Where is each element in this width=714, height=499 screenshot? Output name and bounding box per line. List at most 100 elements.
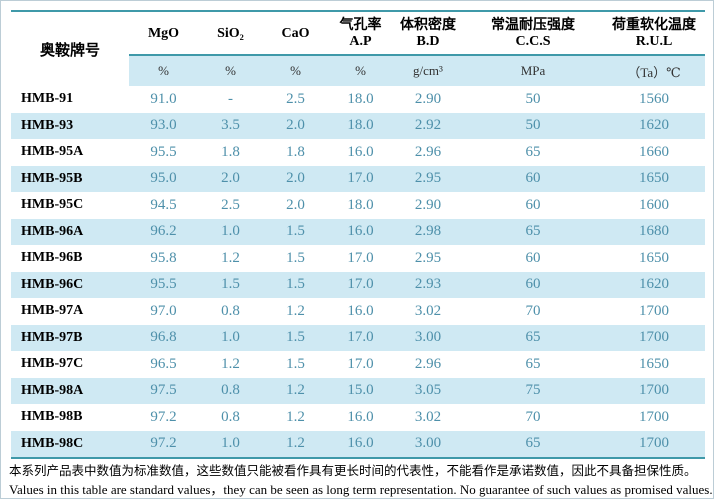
- value-cell: 96.2: [150, 223, 177, 240]
- table-row: HMB-91 91.0 - 2.5 18.0 2.90 50 1560: [11, 86, 705, 113]
- value-cell: 1560: [639, 90, 669, 107]
- value-cell: 65: [525, 223, 541, 240]
- value-cell: 1.2: [286, 408, 305, 425]
- value-cell: 16.0: [347, 302, 374, 319]
- col-header-sio2-label: SiO₂: [217, 25, 244, 41]
- value-cell: 1700: [639, 435, 669, 452]
- value-cell: 1.5: [286, 276, 305, 293]
- value-cell: 97.2: [150, 408, 177, 425]
- brand-cell: HMB-98B: [21, 409, 83, 425]
- value-cell: 97.0: [150, 302, 177, 319]
- table-row: HMB-95B 95.0 2.0 2.0 17.0 2.95 60 1650: [11, 165, 705, 192]
- unit-mgo: %: [129, 54, 198, 86]
- brand-cell: HMB-98A: [21, 382, 84, 398]
- brand-cell: HMB-96A: [21, 223, 84, 239]
- col-header-bd-zh: 体积密度: [400, 16, 456, 32]
- value-cell: 2.0: [286, 170, 305, 187]
- value-cell: 1620: [639, 276, 669, 293]
- value-cell: 17.0: [347, 276, 374, 293]
- col-header-rul: 荷重软化温度 R.U.L: [603, 11, 705, 55]
- value-cell: 1.5: [286, 329, 305, 346]
- value-cell: 16.0: [347, 408, 374, 425]
- col-header-rul-abbr: R.U.L: [635, 34, 673, 49]
- value-cell: 2.92: [414, 117, 442, 134]
- table-row: HMB-98A 97.5 0.8 1.2 15.0 3.05 75 1700: [11, 377, 705, 404]
- brand-cell: HMB-95A: [21, 144, 84, 160]
- brand-cell: HMB-93: [21, 117, 74, 133]
- value-cell: 65: [525, 329, 541, 346]
- value-cell: 3.00: [414, 435, 442, 452]
- value-cell: 95.5: [150, 143, 177, 160]
- value-cell: 1620: [639, 117, 669, 134]
- value-cell: 17.0: [347, 329, 374, 346]
- value-cell: 16.0: [347, 435, 374, 452]
- value-cell: 3.02: [414, 408, 442, 425]
- value-cell: 1.2: [221, 249, 240, 266]
- value-cell: 60: [525, 276, 541, 293]
- value-cell: 2.90: [414, 196, 442, 213]
- value-cell: 65: [525, 143, 541, 160]
- value-cell: 15.0: [347, 382, 374, 399]
- table-row: HMB-96B 95.8 1.2 1.5 17.0 2.95 60 1650: [11, 245, 705, 272]
- value-cell: 1.2: [286, 435, 305, 452]
- value-cell: 1.2: [286, 382, 305, 399]
- value-cell: 1.0: [221, 223, 240, 240]
- table-row: HMB-95C 94.5 2.5 2.0 18.0 2.90 60 1600: [11, 192, 705, 219]
- value-cell: 60: [525, 196, 541, 213]
- value-cell: 2.0: [286, 196, 305, 213]
- value-cell: 16.0: [347, 223, 374, 240]
- value-cell: 18.0: [347, 196, 374, 213]
- table-row: HMB-97A 97.0 0.8 1.2 16.0 3.02 70 1700: [11, 298, 705, 325]
- value-cell: 60: [525, 249, 541, 266]
- brand-cell: HMB-95C: [21, 197, 84, 213]
- col-header-bd-abbr: B.D: [416, 34, 440, 49]
- value-cell: 1650: [639, 249, 669, 266]
- value-cell: 2.5: [286, 90, 305, 107]
- value-cell: 1.8: [221, 143, 240, 160]
- unit-sio2: %: [198, 54, 263, 86]
- brand-cell: HMB-97B: [21, 329, 83, 345]
- table-row: HMB-97B 96.8 1.0 1.5 17.0 3.00 65 1700: [11, 324, 705, 351]
- value-cell: 3.5: [221, 117, 240, 134]
- value-cell: 1.8: [286, 143, 305, 160]
- brand-cell: HMB-91: [21, 91, 74, 107]
- table-row: HMB-96A 96.2 1.0 1.5 16.0 2.98 65 1680: [11, 218, 705, 245]
- brand-cell: HMB-96C: [21, 276, 84, 292]
- value-cell: 1.0: [221, 435, 240, 452]
- value-cell: 70: [525, 408, 541, 425]
- value-cell: 1660: [639, 143, 669, 160]
- value-cell: 2.98: [414, 223, 442, 240]
- col-header-rul-zh: 荷重软化温度: [612, 16, 696, 32]
- col-header-ap: 气孔率 A.P: [328, 11, 393, 55]
- col-header-sio2: SiO₂: [198, 11, 263, 55]
- value-cell: 1.2: [286, 302, 305, 319]
- table-body: HMB-91 91.0 - 2.5 18.0 2.90 50 1560 HMB-93 93.0 3.…: [11, 86, 705, 458]
- col-header-ap-zh: 气孔率: [339, 16, 382, 32]
- col-header-mgo: MgO: [129, 11, 198, 55]
- value-cell: 1.5: [286, 355, 305, 372]
- col-header-ccs-zh: 常温耐压强度: [491, 16, 575, 32]
- value-cell: 18.0: [347, 117, 374, 134]
- value-cell: 0.8: [221, 302, 240, 319]
- value-cell: 1.5: [221, 276, 240, 293]
- brand-cell: HMB-95B: [21, 170, 83, 186]
- value-cell: 1680: [639, 223, 669, 240]
- value-cell: 1700: [639, 408, 669, 425]
- value-cell: 93.0: [150, 117, 177, 134]
- unit-cao: %: [263, 54, 328, 86]
- value-cell: 97.5: [150, 382, 177, 399]
- spec-table: 奥鞍牌号 MgO SiO₂ CaO 气孔率 A.P 体积密度 B.D: [11, 10, 705, 459]
- footnote-en: Values in this table are standard values…: [9, 482, 713, 497]
- value-cell: 50: [525, 117, 541, 134]
- table-row: HMB-98B 97.2 0.8 1.2 16.0 3.02 70 1700: [11, 404, 705, 431]
- value-cell: 70: [525, 302, 541, 319]
- value-cell: 2.5: [221, 196, 240, 213]
- col-header-ccs: 常温耐压强度 C.C.S: [463, 11, 603, 55]
- col-header-mgo-label: MgO: [147, 25, 180, 41]
- value-cell: 1.0: [221, 329, 240, 346]
- value-cell: 0.8: [221, 408, 240, 425]
- value-cell: 65: [525, 355, 541, 372]
- value-cell: 96.5: [150, 355, 177, 372]
- col-header-bd: 体积密度 B.D: [393, 11, 463, 55]
